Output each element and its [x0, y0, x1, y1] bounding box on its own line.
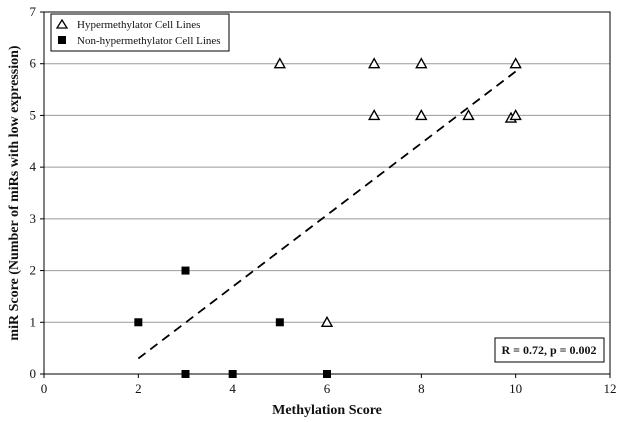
y-tick-label: 0 [30, 366, 37, 381]
data-point-hypermethylator [273, 57, 287, 69]
x-tick-label: 2 [135, 381, 142, 396]
x-tick-label: 8 [418, 381, 425, 396]
legend-marker-triangle [55, 18, 69, 29]
x-axis-title: Methylation Score [272, 403, 382, 418]
x-tick-label: 6 [324, 381, 331, 396]
x-tick-label: 0 [41, 381, 48, 396]
legend: Hypermethylator Cell Lines Non-hypermeth… [50, 13, 230, 52]
y-tick-label: 2 [30, 263, 37, 278]
legend-label-non-hypermethylator: Non-hypermethylator Cell Lines [77, 35, 221, 47]
data-point-non-hypermethylator [275, 318, 284, 327]
data-point-non-hypermethylator [181, 370, 190, 378]
y-tick-label: 4 [30, 159, 37, 174]
data-point-hypermethylator [320, 315, 334, 327]
y-axis-ticks: 0 1 2 3 4 5 6 7 [30, 4, 44, 381]
legend-label-hypermethylator: Hypermethylator Cell Lines [77, 19, 200, 31]
data-point-non-hypermethylator [323, 370, 331, 378]
y-tick-label: 1 [30, 314, 37, 329]
stat-annotation: R = 0.72, p = 0.002 [494, 337, 605, 363]
stat-annotation-box [494, 337, 605, 363]
y-tick-label: 5 [30, 107, 37, 122]
x-tick-label: 12 [604, 381, 617, 396]
trendline [137, 70, 517, 360]
data-point-hypermethylator [415, 108, 428, 121]
x-axis-ticks: 0 2 4 6 8 10 12 [41, 374, 617, 396]
y-tick-label: 6 [30, 56, 37, 71]
data-point-hypermethylator [509, 57, 522, 69]
x-tick-label: 4 [229, 381, 236, 396]
y-axis-title: miR Score (Number of miRs with low expre… [7, 45, 22, 340]
data-point-non-hypermethylator [134, 318, 143, 327]
gridlines [44, 63, 610, 323]
data-point-hypermethylator [462, 108, 475, 121]
legend-marker-square [58, 36, 66, 44]
data-point-non-hypermethylator [228, 370, 237, 378]
data-point-non-hypermethylator [181, 266, 190, 275]
y-tick-label: 7 [30, 4, 37, 19]
data-point-hypermethylator [509, 108, 522, 121]
x-tick-label: 10 [509, 381, 522, 396]
legend-box [50, 13, 230, 52]
data-point-hypermethylator [415, 57, 428, 69]
data-point-hypermethylator [367, 57, 381, 69]
stat-annotation-text: R = 0.72, p = 0.002 [501, 343, 596, 357]
data-point-hypermethylator [367, 108, 381, 121]
data-markers [134, 57, 522, 378]
y-tick-label: 3 [30, 211, 37, 226]
